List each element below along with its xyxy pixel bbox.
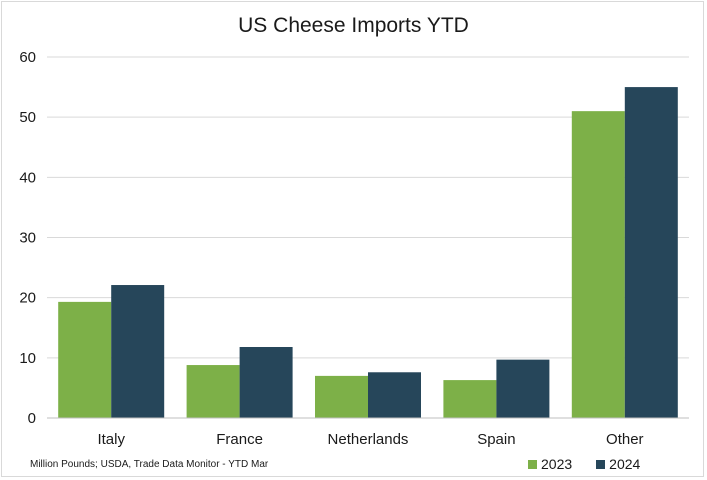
- x-tick-label: France: [216, 431, 263, 448]
- x-tick-label: Other: [606, 431, 644, 448]
- bar-italy-2023: [58, 301, 112, 418]
- bar-spain-2024: [496, 359, 550, 418]
- x-tick-label: Italy: [97, 431, 125, 448]
- legend-item-2024: 2024: [596, 456, 640, 472]
- bar-france-2024: [239, 347, 293, 418]
- bar-netherlands-2023: [315, 375, 368, 418]
- y-tick-label: 10: [19, 350, 36, 367]
- y-tick-label: 30: [19, 230, 36, 247]
- legend: 2023 2024: [528, 456, 664, 472]
- bar-other-2024: [624, 87, 678, 418]
- x-tick-label: Netherlands: [328, 431, 409, 448]
- bar-france-2023: [186, 365, 240, 418]
- legend-swatch-2024: [596, 459, 606, 469]
- y-tick-label: 0: [28, 410, 36, 427]
- y-tick-label: 60: [19, 49, 36, 66]
- x-tick-label: Spain: [477, 431, 515, 448]
- y-tick-label: 50: [19, 109, 36, 126]
- bar-other-2023: [571, 111, 625, 419]
- source-note: Million Pounds; USDA, Trade Data Monitor…: [30, 459, 269, 470]
- bar-netherlands-2024: [368, 372, 421, 418]
- bars: [58, 87, 678, 419]
- chart-title: US Cheese Imports YTD: [238, 14, 469, 37]
- legend-label-2023: 2023: [541, 456, 573, 472]
- legend-item-2023: 2023: [528, 456, 572, 472]
- legend-swatch-2023: [528, 459, 537, 469]
- category-labels: Italy France Netherlands Spain Other: [97, 431, 643, 448]
- y-tick-label: 20: [19, 290, 36, 307]
- legend-label-2024: 2024: [609, 456, 641, 472]
- y-axis-ticks: 0 10 20 30 40 50 60: [19, 49, 36, 427]
- bar-italy-2024: [111, 285, 165, 418]
- y-tick-label: 40: [19, 169, 36, 186]
- bar-spain-2023: [443, 380, 497, 418]
